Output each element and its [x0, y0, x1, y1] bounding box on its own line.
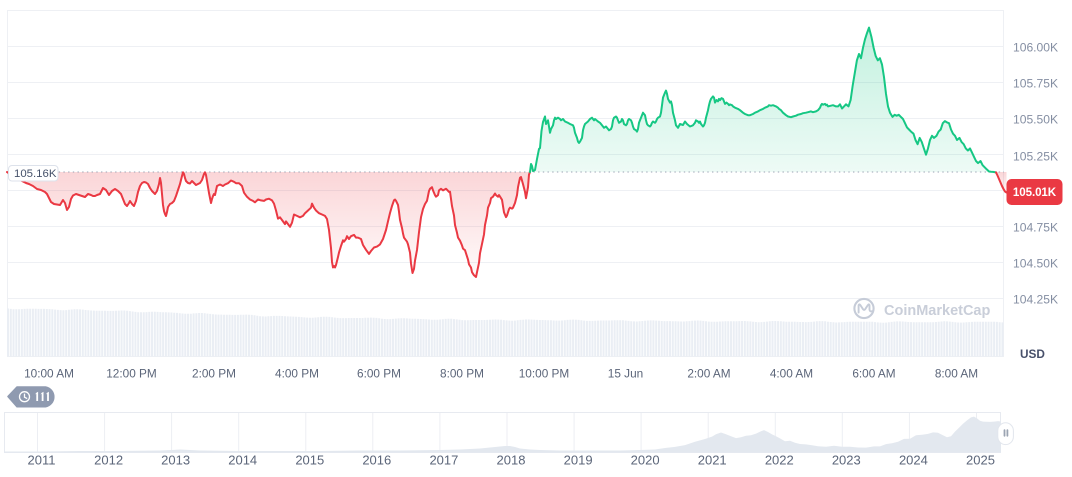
svg-text:2:00 PM: 2:00 PM — [192, 367, 236, 381]
svg-text:105.01K: 105.01K — [1013, 186, 1057, 199]
svg-text:2022: 2022 — [765, 453, 794, 468]
svg-text:12:00 PM: 12:00 PM — [106, 367, 157, 381]
svg-text:2019: 2019 — [564, 453, 593, 468]
svg-text:2012: 2012 — [94, 453, 123, 468]
svg-text:8:00 PM: 8:00 PM — [440, 367, 484, 381]
svg-text:10:00 AM: 10:00 AM — [24, 367, 74, 381]
svg-text:4:00 PM: 4:00 PM — [275, 367, 319, 381]
svg-text:8:00 AM: 8:00 AM — [935, 367, 978, 381]
svg-text:2017: 2017 — [429, 453, 458, 468]
svg-text:2015: 2015 — [295, 453, 324, 468]
svg-text:106.00K: 106.00K — [1013, 41, 1058, 55]
svg-text:2025: 2025 — [966, 453, 995, 468]
svg-text:6:00 AM: 6:00 AM — [852, 367, 895, 381]
svg-text:104.25K: 104.25K — [1013, 293, 1058, 307]
svg-text:2018: 2018 — [497, 453, 526, 468]
svg-text:2011: 2011 — [28, 453, 56, 468]
svg-text:105.16K: 105.16K — [14, 168, 57, 180]
svg-text:2023: 2023 — [832, 453, 861, 468]
svg-text:2016: 2016 — [362, 453, 391, 468]
svg-text:105.25K: 105.25K — [1013, 150, 1058, 164]
svg-text:6:00 PM: 6:00 PM — [357, 367, 401, 381]
svg-text:USD: USD — [1020, 347, 1045, 361]
svg-text:104.50K: 104.50K — [1013, 257, 1058, 271]
svg-text:2:00 AM: 2:00 AM — [687, 367, 730, 381]
svg-text:CoinMarketCap: CoinMarketCap — [884, 303, 990, 319]
svg-text:2013: 2013 — [161, 453, 190, 468]
svg-text:2024: 2024 — [899, 453, 928, 468]
svg-text:4:00 AM: 4:00 AM — [770, 367, 813, 381]
svg-text:105.50K: 105.50K — [1013, 113, 1058, 127]
svg-text:2014: 2014 — [228, 453, 257, 468]
svg-text:105.75K: 105.75K — [1013, 77, 1058, 91]
svg-text:2020: 2020 — [631, 453, 660, 468]
svg-text:104.75K: 104.75K — [1013, 221, 1058, 235]
svg-text:10:00 PM: 10:00 PM — [519, 367, 570, 381]
svg-text:15 Jun: 15 Jun — [608, 367, 643, 381]
svg-text:2021: 2021 — [698, 453, 727, 468]
